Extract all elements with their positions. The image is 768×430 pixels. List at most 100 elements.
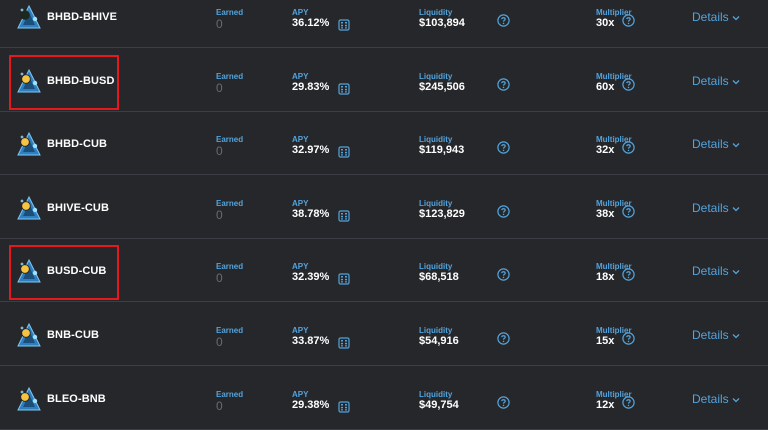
- calculator-icon[interactable]: [338, 401, 350, 413]
- earned-label: Earned: [216, 326, 244, 335]
- earned-label: Earned: [216, 8, 244, 17]
- apy-label: APY: [292, 135, 309, 144]
- question-circle-icon[interactable]: [622, 396, 635, 409]
- pair-logo-icon: [16, 258, 42, 284]
- question-circle-icon[interactable]: [622, 268, 635, 281]
- question-circle-icon[interactable]: [497, 268, 510, 281]
- earned-label: Earned: [216, 262, 244, 271]
- apy-label: APY: [292, 8, 309, 17]
- earned-value: 0: [216, 271, 223, 285]
- calculator-icon[interactable]: [338, 19, 350, 31]
- liquidity-label: Liquidity: [419, 390, 453, 399]
- question-circle-icon[interactable]: [622, 332, 635, 345]
- question-circle-icon[interactable]: [622, 141, 635, 154]
- chevron-down-icon: [732, 137, 740, 151]
- earned-value: 0: [216, 144, 223, 158]
- liquidity-value: $54,916: [419, 335, 459, 347]
- question-circle-icon[interactable]: [497, 14, 510, 27]
- row-divider: [0, 301, 768, 302]
- details-toggle[interactable]: Details: [692, 137, 740, 151]
- chevron-down-icon: [732, 328, 740, 342]
- details-label: Details: [692, 10, 729, 24]
- liquidity-value: $245,506: [419, 81, 465, 93]
- row-divider: [0, 238, 768, 239]
- multiplier-value: 32x: [596, 144, 615, 156]
- calculator-icon[interactable]: [338, 210, 350, 222]
- details-label: Details: [692, 392, 729, 406]
- details-toggle[interactable]: Details: [692, 264, 740, 278]
- details-label: Details: [692, 201, 729, 215]
- apy-value: 32.39%: [292, 271, 330, 283]
- farm-row: BNB-CUB Earned 0 APY 33.87% Liquidity $54,916 M…: [0, 303, 768, 366]
- chevron-down-icon: [732, 74, 740, 88]
- details-toggle[interactable]: Details: [692, 392, 740, 406]
- liquidity-label: Liquidity: [419, 135, 453, 144]
- earned-label: Earned: [216, 135, 244, 144]
- details-toggle[interactable]: Details: [692, 201, 740, 215]
- multiplier-value: 60x: [596, 81, 615, 93]
- apy-value: 29.83%: [292, 81, 330, 93]
- earned-value: 0: [216, 17, 223, 31]
- apy-value: 36.12%: [292, 17, 330, 29]
- earned-label: Earned: [216, 390, 244, 399]
- multiplier-label: Multiplier: [596, 326, 632, 335]
- multiplier-label: Multiplier: [596, 199, 632, 208]
- details-label: Details: [692, 328, 729, 342]
- calculator-icon[interactable]: [338, 337, 350, 349]
- multiplier-value: 18x: [596, 271, 615, 283]
- pair-logo-icon: [16, 195, 42, 221]
- row-divider: [0, 174, 768, 175]
- apy-value: 29.38%: [292, 399, 330, 411]
- details-toggle[interactable]: Details: [692, 74, 740, 88]
- question-circle-icon[interactable]: [497, 332, 510, 345]
- question-circle-icon[interactable]: [497, 141, 510, 154]
- earned-label: Earned: [216, 199, 244, 208]
- liquidity-label: Liquidity: [419, 72, 453, 81]
- apy-label: APY: [292, 390, 309, 399]
- pair-name: BHBD-BHIVE: [47, 11, 118, 23]
- multiplier-value: 30x: [596, 17, 615, 29]
- farm-row: BHIVE-CUB Earned 0 APY 38.78% Liquidity $123,8…: [0, 176, 768, 239]
- question-circle-icon[interactable]: [622, 14, 635, 27]
- apy-value: 38.78%: [292, 208, 330, 220]
- liquidity-value: $103,894: [419, 17, 465, 29]
- farm-row: BHBD-CUB Earned 0 APY 32.97% Liquidity $119,94…: [0, 112, 768, 175]
- earned-value: 0: [216, 335, 223, 349]
- question-circle-icon[interactable]: [622, 205, 635, 218]
- apy-label: APY: [292, 199, 309, 208]
- farm-row: BHBD-BHIVE Earned 0 APY 36.12% Liquidity $103,…: [0, 0, 768, 48]
- details-label: Details: [692, 264, 729, 278]
- calculator-icon[interactable]: [338, 273, 350, 285]
- multiplier-label: Multiplier: [596, 135, 632, 144]
- multiplier-value: 12x: [596, 399, 615, 411]
- multiplier-label: Multiplier: [596, 390, 632, 399]
- multiplier-label: Multiplier: [596, 72, 632, 81]
- pair-name: BLEO-BNB: [47, 393, 106, 405]
- details-toggle[interactable]: Details: [692, 328, 740, 342]
- pair-logo-icon: [16, 68, 42, 94]
- calculator-icon[interactable]: [338, 83, 350, 95]
- pair-logo-icon: [16, 4, 42, 30]
- liquidity-value: $123,829: [419, 208, 465, 220]
- pair-logo-icon: [16, 322, 42, 348]
- multiplier-value: 15x: [596, 335, 615, 347]
- pair-name: BHBD-BUSD: [47, 75, 115, 87]
- pair-name: BNB-CUB: [47, 329, 100, 341]
- question-circle-icon[interactable]: [497, 78, 510, 91]
- question-circle-icon[interactable]: [622, 78, 635, 91]
- liquidity-label: Liquidity: [419, 8, 453, 17]
- liquidity-label: Liquidity: [419, 326, 453, 335]
- pair-name: BHBD-CUB: [47, 138, 108, 150]
- apy-value: 32.97%: [292, 144, 330, 156]
- chevron-down-icon: [732, 392, 740, 406]
- question-circle-icon[interactable]: [497, 396, 510, 409]
- row-divider: [0, 111, 768, 112]
- apy-value: 33.87%: [292, 335, 330, 347]
- details-toggle[interactable]: Details: [692, 10, 740, 24]
- question-circle-icon[interactable]: [497, 205, 510, 218]
- calculator-icon[interactable]: [338, 146, 350, 158]
- farm-row: BUSD-CUB Earned 0 APY 32.39% Liquidity $68,518…: [0, 239, 768, 302]
- earned-value: 0: [216, 81, 223, 95]
- pair-logo-icon: [16, 131, 42, 157]
